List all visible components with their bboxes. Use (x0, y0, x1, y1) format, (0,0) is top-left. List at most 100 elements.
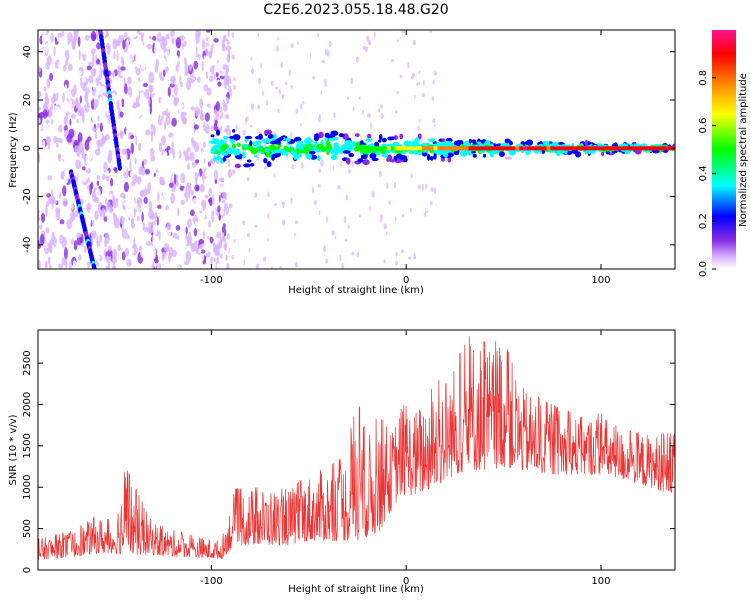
spectrogram-noise-cell (214, 119, 218, 126)
snr-y-axis-label: SNR (10 * v/v) (8, 414, 19, 485)
spectrogram-signal-cell (330, 148, 335, 154)
spectrogram-noise-cell (399, 74, 403, 78)
spectrogram-signal-cell (482, 153, 487, 158)
spectrogram-noise-cell (433, 71, 437, 76)
spectrogram-noise-cell (130, 151, 134, 163)
spectrogram-noise-cell (274, 203, 277, 207)
spectrogram-noise-cell (191, 161, 197, 168)
spectrogram-signal-cell (471, 139, 477, 143)
spectrogram-noise-cell (82, 85, 88, 92)
spectrogram-noise-cell (154, 258, 159, 264)
spectrogram-signal-cell (467, 149, 471, 154)
spectrogram-noise-cell (400, 249, 404, 254)
spectrogram-noise-cell (45, 42, 48, 55)
spectrogram-noise-cell (46, 55, 52, 66)
spectrogram-signal-cell (249, 140, 253, 147)
spectrogram-carrier-cell (390, 146, 395, 151)
spectrogram-noise-cell (101, 207, 106, 218)
spectrogram-noise-cell (62, 123, 65, 134)
spectrogram-noise-cell (168, 132, 174, 138)
spectrogram-noise-cell (180, 199, 185, 205)
spectrogram-carrier-cell (398, 146, 403, 151)
spectrogram-noise-cell (351, 251, 355, 256)
spectrogram-noise-cell (202, 204, 205, 212)
spectrogram-noise-cell (67, 32, 73, 43)
spectrogram-noise-cell (131, 31, 138, 38)
spectrogram-noise-cell (66, 134, 73, 143)
spectrogram-noise-cell (99, 196, 102, 202)
spectrogram-noise-cell (231, 32, 235, 39)
spectrogram-noise-cell (59, 138, 63, 144)
spectrogram-signal-cell (263, 138, 271, 144)
spectrogram-carrier-cell (441, 146, 446, 151)
spectrogram-noise-cell (297, 218, 299, 223)
spectrogram-noise-cell (78, 141, 84, 154)
spectrogram-noise-cell (222, 88, 229, 95)
spectrogram-noise-cell (64, 84, 68, 94)
spectrogram-noise-cell (48, 109, 51, 118)
spectrogram-noise-cell (79, 95, 82, 104)
spectrogram-noise-cell (220, 207, 224, 216)
spectrogram-carrier-cell (495, 146, 500, 151)
spectrogram-noise-cell (160, 96, 163, 106)
spectrogram-noise-cell (136, 176, 142, 185)
spectrogram-carrier-cell (437, 146, 442, 151)
spectrogram-noise-cell (118, 197, 125, 203)
spectrogram-noise-cell (38, 106, 42, 111)
spectrogram-noise-cell (130, 35, 135, 47)
spectrogram-carrier-cell (476, 146, 481, 151)
spectrogram-noise-cell (121, 229, 128, 239)
spectrogram-noise-cell (215, 71, 219, 78)
spectrogram-signal-cell (213, 156, 218, 162)
spectrogram-signal-cell (261, 148, 265, 154)
spectrogram-noise-cell (164, 200, 168, 206)
spectrogram-signal-cell (303, 146, 309, 152)
spectrogram-carrier-cell (569, 146, 574, 151)
spectrogram-noise-cell (306, 238, 309, 246)
spectrogram-noise-cell (396, 90, 400, 94)
spectrogram-noise-cell (161, 197, 164, 209)
spectrogram-noise-cell (192, 197, 198, 209)
spectrogram-noise-cell (211, 194, 215, 205)
spectrogram-noise-cell (369, 205, 371, 212)
spectrogram-signal-cell (285, 137, 291, 142)
spectrogram-noise-cell (257, 104, 261, 110)
spectrogram-noise-cell (277, 108, 280, 114)
spectrogram-noise-cell (266, 230, 270, 238)
y-tick-label: 1500 (22, 433, 33, 458)
spectrogram-noise-cell (82, 127, 89, 138)
spectrogram-noise-cell (109, 205, 113, 214)
spectrogram-noise-cell (38, 118, 41, 124)
spectrogram-noise-cell (61, 31, 65, 37)
spectrogram-noise-cell (136, 230, 143, 239)
spectrogram-noise-cell (160, 115, 164, 120)
spectrogram-signal-cell (255, 135, 263, 140)
spectrogram-track-cell (92, 265, 97, 269)
spectrogram-noise-cell (403, 35, 406, 40)
spectrogram-noise-cell (101, 132, 105, 144)
spectrogram-noise-cell (422, 79, 425, 86)
spectrogram-noise-cell (90, 181, 94, 190)
spectrogram-signal-cell (232, 129, 236, 133)
spectrogram-noise-cell (136, 215, 140, 222)
spectrogram-noise-cell (43, 86, 47, 92)
spectrogram-noise-cell (300, 211, 304, 218)
spectrogram-signal-cell (273, 149, 281, 154)
spectrogram-noise-cell (291, 164, 294, 170)
spectrogram-noise-cell (299, 31, 303, 37)
spectrogram-noise-cell (127, 95, 131, 101)
spectrogram-noise-cell (418, 82, 421, 86)
spectrogram-noise-cell (270, 80, 274, 87)
spectrogram-noise-cell (108, 245, 112, 252)
spectrogram-noise-cell (73, 84, 77, 95)
spectrogram-noise-cell (86, 216, 91, 228)
spectrogram-noise-cell (85, 164, 89, 170)
spectrogram-noise-cell (359, 85, 364, 92)
spectrogram-noise-cell (200, 249, 206, 254)
spectrogram-noise-cell (149, 165, 153, 174)
spectrogram-noise-cell (187, 218, 192, 228)
spectrogram-noise-cell (231, 54, 235, 60)
spectrogram-carrier-cell (667, 146, 672, 151)
spectrogram-noise-cell (74, 62, 78, 68)
spectrogram-noise-cell (195, 159, 200, 164)
